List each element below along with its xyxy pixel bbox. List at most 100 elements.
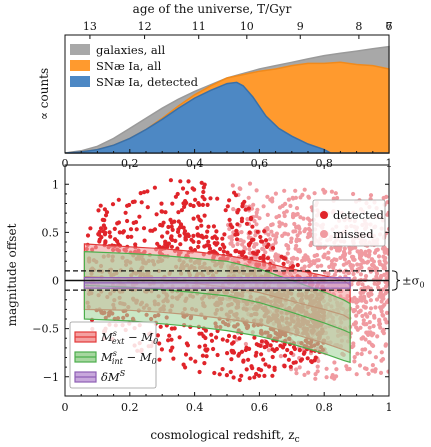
missed-point (285, 259, 290, 264)
missed-point (364, 253, 369, 258)
detected-point (246, 206, 251, 211)
detected-point (158, 324, 163, 329)
detected-point (282, 353, 288, 358)
missed-point (374, 266, 379, 271)
missed-point (348, 247, 353, 252)
missed-point (367, 311, 373, 316)
detected-point (270, 246, 276, 251)
detected-point (103, 230, 108, 235)
detected-point (185, 190, 190, 195)
missed-point (299, 266, 304, 271)
detected-point (103, 213, 109, 218)
detected-point (102, 207, 107, 212)
missed-point (360, 313, 365, 319)
detected-point (142, 190, 147, 195)
detected-point (262, 373, 267, 378)
detected-point (234, 228, 239, 233)
detected-point (239, 219, 244, 224)
detected-point (209, 338, 215, 343)
detected-point (217, 372, 222, 377)
detected-point (200, 194, 205, 199)
detected-point (262, 229, 267, 234)
missed-point (344, 261, 349, 266)
missed-point (318, 245, 323, 250)
detected-point (226, 333, 232, 338)
detected-point (270, 354, 275, 360)
detected-point (234, 237, 240, 242)
missed-point (373, 367, 378, 372)
detected-point (258, 255, 263, 261)
detected-point (166, 224, 171, 230)
detected-point (259, 339, 264, 344)
missed-point (313, 376, 318, 381)
missed-point (363, 337, 368, 342)
detected-point (172, 326, 177, 331)
age-tick-label: 7 (386, 20, 393, 33)
missed-point (307, 259, 312, 264)
missed-point (324, 375, 329, 380)
top-legend: galaxies, all SNæ Ia, all SNæ Ia, detected (70, 43, 199, 89)
missed-point (288, 239, 294, 244)
sigma-label: ±σ0 (402, 274, 425, 290)
missed-point (294, 371, 299, 376)
detected-point (232, 334, 237, 339)
missed-point (247, 181, 253, 186)
detected-point (257, 373, 262, 378)
detected-point (246, 357, 251, 362)
points-legend-label: detected (333, 208, 384, 222)
detected-point (138, 191, 143, 196)
detected-point (231, 375, 236, 380)
detected-point (235, 232, 240, 237)
detected-point (107, 230, 112, 235)
missed-point (366, 259, 371, 264)
detected-point (121, 229, 126, 234)
detected-point (233, 248, 238, 254)
detected-point (96, 208, 101, 213)
top-x-tick-label: 1 (386, 157, 393, 170)
missed-point (341, 249, 347, 254)
missed-point (367, 340, 372, 345)
detected-point (222, 245, 227, 250)
missed-point (327, 264, 332, 269)
missed-point (302, 187, 307, 192)
detected-point (173, 238, 178, 243)
missed-point (357, 251, 362, 256)
detected-point (237, 250, 242, 255)
top-legend-swatch (70, 44, 90, 55)
bottom-y-tick-label: 0.5 (42, 226, 60, 239)
bottom-x-label: cosmological redshift, zc (150, 428, 299, 445)
detected-point (178, 179, 183, 184)
detected-point (247, 230, 252, 235)
missed-point (386, 369, 389, 374)
detected-point (225, 351, 230, 356)
detected-point (232, 190, 237, 195)
missed-point (363, 274, 369, 279)
detected-point (188, 356, 193, 361)
missed-point (370, 363, 375, 368)
detected-point (214, 242, 219, 247)
missed-point (382, 266, 388, 271)
missed-point (358, 272, 363, 277)
detected-point (225, 250, 230, 255)
missed-point (296, 224, 301, 229)
detected-point (157, 357, 162, 362)
missed-point (254, 188, 259, 193)
missed-point (368, 298, 373, 303)
detected-point (240, 204, 245, 209)
top-y-label: ∝ counts (37, 68, 51, 120)
detected-point (186, 179, 191, 184)
missed-point (359, 257, 364, 262)
missed-point (363, 299, 368, 304)
detected-point (168, 178, 173, 183)
missed-point (366, 248, 371, 253)
missed-point (263, 250, 268, 255)
detected-point (197, 344, 202, 349)
detected-point (169, 234, 174, 239)
detected-point (128, 227, 134, 232)
missed-point (330, 373, 335, 378)
detected-point (165, 230, 170, 235)
bottom-x-tick-label: 0 (62, 401, 69, 414)
detected-point (152, 227, 158, 232)
missed-point (366, 371, 371, 376)
